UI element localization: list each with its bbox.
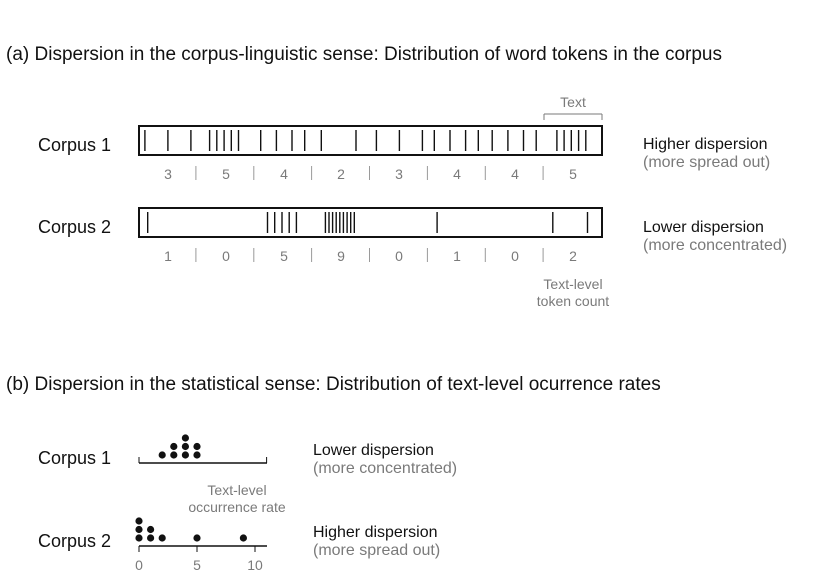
b-corpus-1-dots: [138, 434, 268, 463]
section-b-title: (b) Dispersion in the statistical sense:…: [6, 374, 661, 395]
corpus-2-token-marks: [146, 212, 589, 233]
rate-dot: [239, 534, 247, 542]
b-corpus-1-note-main: Lower dispersion: [313, 442, 434, 459]
rate-dot: [181, 434, 189, 442]
b-corpus-1-label: Corpus 1: [38, 448, 111, 468]
count-label: 2: [569, 248, 577, 264]
count-label: 4: [453, 166, 461, 182]
rate-dot: [181, 451, 189, 459]
corpus-2-note-main: Lower dispersion: [643, 219, 764, 236]
rate-dot: [135, 525, 143, 534]
corpus-1-strip: [138, 125, 603, 156]
token-count-caption-line1: Text-level: [543, 276, 602, 292]
corpus-1-count-row: 3 5 4 2 3 4 4 5: [164, 166, 577, 182]
count-label: 4: [511, 166, 519, 182]
corpus-1-token-marks: [144, 130, 587, 151]
count-label: 3: [164, 166, 172, 182]
count-label: 2: [337, 166, 345, 182]
count-label: 3: [395, 166, 403, 182]
rate-dot: [135, 517, 143, 525]
b-corpus-2-note-sub: (more spread out): [313, 542, 440, 559]
token-count-caption-line2: token count: [537, 293, 609, 309]
count-label: 0: [395, 248, 403, 264]
text-bracket: [543, 113, 603, 120]
rate-caption-line2: occurrence rate: [188, 499, 285, 515]
rate-dot: [147, 525, 155, 534]
rate-dot: [193, 451, 201, 459]
corpus-2-label: Corpus 2: [38, 217, 111, 237]
rate-dot: [135, 534, 143, 542]
rate-dot: [158, 451, 166, 459]
b-axis-ticks: 0 5 10: [135, 546, 263, 573]
count-label: 9: [337, 248, 345, 264]
corpus-2-count-row: 1 0 5 9 0 1 0 2: [164, 248, 577, 264]
section-a-title: (a) Dispersion in the corpus-linguistic …: [6, 44, 722, 65]
axis-tick-label: 10: [247, 557, 263, 573]
count-label: 4: [280, 166, 288, 182]
count-label: 1: [164, 248, 172, 264]
rate-dot: [181, 442, 189, 451]
text-bracket-label: Text: [560, 94, 586, 110]
corpus-1-note-sub: (more spread out): [643, 154, 770, 171]
rate-dot: [147, 534, 155, 542]
b-corpus-2-note-main: Higher dispersion: [313, 524, 438, 541]
rate-dot: [193, 534, 201, 542]
b-corpus-2-label: Corpus 2: [38, 531, 111, 551]
count-label: 5: [222, 166, 230, 182]
rate-dot: [193, 442, 201, 451]
count-label: 0: [222, 248, 230, 264]
corpus-2-strip: [138, 207, 603, 238]
count-label: 0: [511, 248, 519, 264]
b-corpus-1-note-sub: (more concentrated): [313, 460, 457, 477]
rate-dot: [170, 451, 178, 459]
rate-caption-line1: Text-level: [207, 482, 266, 498]
rate-dot: [170, 442, 178, 451]
axis-tick-label: 5: [193, 557, 201, 573]
corpus-1-label: Corpus 1: [38, 135, 111, 155]
corpus-2-note-sub: (more concentrated): [643, 237, 787, 254]
count-label: 5: [569, 166, 577, 182]
count-label: 1: [453, 248, 461, 264]
count-label: 5: [280, 248, 288, 264]
axis-tick-label: 0: [135, 557, 143, 573]
corpus-1-note-main: Higher dispersion: [643, 136, 768, 153]
rate-dot: [158, 534, 166, 542]
b-corpus-2-dots: [135, 517, 247, 542]
